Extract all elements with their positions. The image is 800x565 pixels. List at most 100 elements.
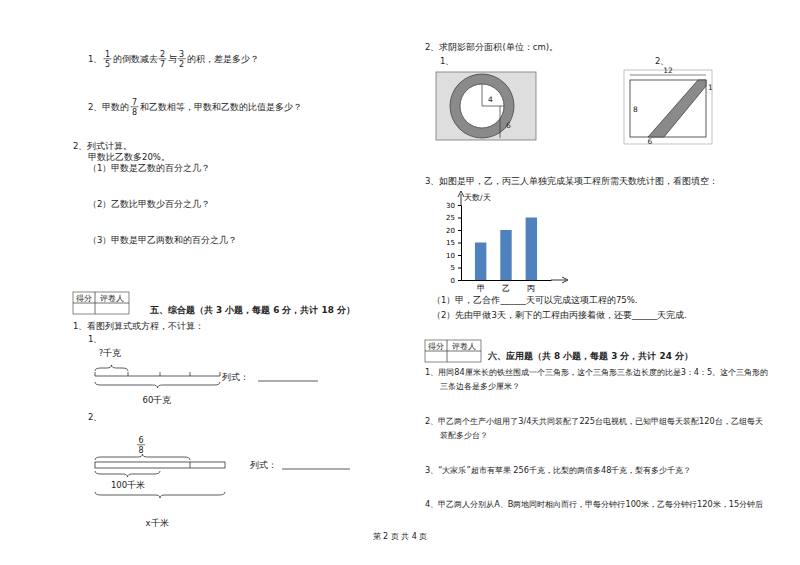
section-title: 五、综合题（共 3 小题，每题 6 分，共计 18 分）	[149, 305, 355, 315]
score-box-line	[95, 292, 96, 314]
segment-tick	[190, 372, 191, 376]
footer: 第 2 页 共 4 页	[373, 532, 428, 541]
radius-line	[482, 106, 504, 107]
question-text: 甲数比乙数多20%。	[88, 152, 170, 162]
numerator: 7	[132, 98, 137, 107]
dimension-label: 8	[633, 105, 638, 114]
denominator: 8	[132, 108, 137, 117]
answer-line	[258, 381, 318, 382]
y-tick-mark	[458, 243, 461, 244]
segment-tick	[160, 372, 161, 376]
y-tick: 20	[446, 227, 461, 235]
brace	[95, 382, 220, 388]
bars	[475, 218, 537, 281]
y-tick-mark	[458, 255, 461, 256]
numerator: 6	[139, 436, 144, 445]
fraction-bar	[130, 106, 138, 107]
y-tick: 25	[446, 214, 461, 222]
y-tick-mark	[458, 268, 461, 269]
question-item: （2）先由甲做3天，剩下的工程由丙接着做，还要______天完成.	[432, 310, 687, 320]
question-title: 1、看图列算式或方程，不计算：	[73, 321, 204, 331]
question-item: （3）甲数是甲乙两数和的百分之几？	[88, 235, 237, 245]
diagram-label: x千米	[145, 518, 168, 528]
score-label: 得分	[76, 294, 92, 303]
y-tick-label: 25	[446, 214, 455, 222]
brace	[95, 454, 190, 460]
y-tick: 30	[446, 202, 461, 210]
y-tick-mark	[458, 218, 461, 219]
x-tick-label: 丙	[527, 284, 535, 293]
question-text: 三条边各是多少厘米？	[440, 381, 520, 391]
x-tick: 甲	[477, 280, 485, 293]
y-tick-label: 30	[446, 202, 455, 210]
numerator: 2	[160, 50, 165, 59]
dimension-label: 6	[506, 121, 511, 130]
diagram-label: ?千克	[99, 348, 122, 358]
bar	[475, 243, 486, 281]
brace	[95, 471, 160, 477]
y-tick-label: 0	[451, 277, 455, 285]
diagram-label: 100千米	[111, 480, 145, 490]
segment-tick	[190, 462, 191, 468]
bar	[526, 218, 537, 281]
radius-line	[482, 84, 483, 106]
bar	[500, 230, 511, 280]
figure-frame	[436, 72, 536, 140]
page: 1、15的倒数减去27与32的积，差是多少？2、甲数的78和乙数相等，甲数和乙数…	[0, 0, 800, 565]
question-text: 1、	[88, 54, 102, 64]
question-number: 2、	[88, 412, 102, 422]
fraction-bar	[159, 58, 167, 59]
y-tick: 0	[451, 277, 461, 285]
chart-title: 天数/天	[464, 193, 491, 202]
question-number: 1、	[88, 334, 102, 344]
brace	[95, 365, 128, 371]
question-title: 2、求阴影部分面积(单位：cm)。	[425, 42, 558, 52]
dimension-label: 12	[663, 66, 673, 75]
question-text: 和乙数相等，甲数和乙数的比值是多少？	[140, 102, 302, 112]
y-axis-arrow	[461, 194, 462, 205]
y-axis-line	[458, 206, 462, 281]
grader-label: 评卷人	[100, 294, 124, 303]
x-axis-arrow	[551, 280, 566, 281]
y-tick-mark	[458, 205, 461, 206]
question-text: 4、甲乙两人分别从A、B两地同时相向而行，甲每分钟行100米，乙每分钟行120米…	[425, 499, 763, 509]
question-text: 1、用同84厘米长的铁丝围成一个三角形，这个三角形三条边长度的比是3：4：5。这…	[425, 367, 768, 377]
segment-tick	[220, 372, 221, 376]
question-text: 装配多少台？	[440, 430, 488, 440]
x-tick: 乙	[502, 280, 510, 293]
x-tick: 丙	[527, 280, 535, 293]
x-tick-label: 甲	[477, 284, 485, 293]
question-number: 2、	[655, 56, 669, 66]
score-box	[73, 292, 129, 314]
inner-circle	[460, 84, 504, 128]
question-item: （2）乙数比甲数少百分之几？	[88, 199, 210, 209]
question-item: （1）甲，乙合作______天可以完成这项工程的75%.	[432, 295, 638, 305]
dimension-label: 6	[648, 137, 653, 146]
denominator: 5	[105, 60, 110, 69]
y-axis: 051015202530	[446, 202, 461, 285]
score-box-line	[447, 340, 448, 362]
denominator: 8	[139, 446, 144, 455]
fraction-bar	[178, 58, 186, 59]
question-item: （1）甲数是乙数的百分之几？	[88, 163, 210, 173]
grader-label: 评卷人	[452, 342, 476, 351]
question-text: 2、甲乙两个生产小组用了3/4天共同装配了225台电视机，已知甲组每天装配120…	[425, 416, 763, 426]
question-text: 的积，差是多少？	[187, 54, 259, 64]
dimension-line	[500, 106, 501, 138]
segment-line	[95, 376, 220, 377]
y-tick-mark	[458, 230, 461, 231]
question-text: 的倒数减去	[113, 54, 158, 64]
x-axis-line	[462, 280, 552, 281]
score-label: 得分	[428, 342, 444, 351]
question-text: 与	[168, 54, 177, 64]
shaded-area	[648, 80, 706, 137]
y-tick: 15	[446, 239, 461, 247]
question-text: 2、甲数的	[88, 102, 129, 112]
question-title: 2、列式计算。	[73, 141, 132, 151]
y-tick-label: 15	[446, 239, 455, 247]
segment-tick	[95, 372, 96, 376]
question-title: 3、如图是甲，乙，丙三人单独完成某项工程所需天数统计图，看图填空：	[425, 176, 718, 186]
answer-line	[282, 469, 350, 470]
numerator: 3	[179, 50, 184, 59]
numerator: 1	[105, 50, 110, 59]
